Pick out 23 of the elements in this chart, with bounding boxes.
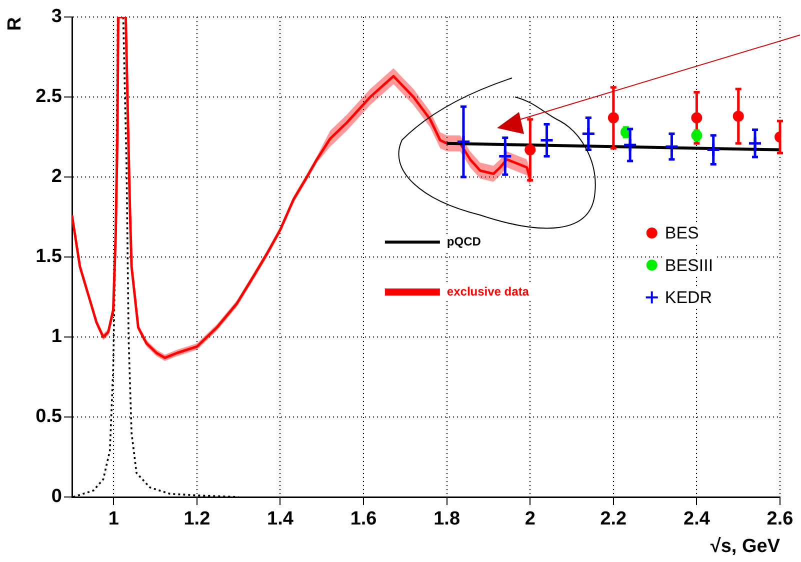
x-tick-label: 2.2 — [600, 508, 627, 530]
y-tick-label: 2 — [51, 166, 62, 188]
x-tick-label: 1.2 — [184, 508, 210, 530]
legend-label: KEDR — [664, 288, 712, 308]
y-tick-label: 2.5 — [36, 86, 62, 108]
legend-label: BES — [664, 224, 699, 243]
legend-label: BESIII — [664, 256, 714, 275]
y-tick-label: 1 — [51, 326, 62, 348]
x-tick-label: 1.6 — [350, 508, 377, 530]
y-tick-label: 0.5 — [36, 406, 62, 428]
x-tick-label: 2 — [524, 508, 536, 530]
y-axis-title: R — [4, 16, 26, 31]
x-tick-label: 1.8 — [434, 508, 460, 530]
x-tick-label: 1 — [108, 508, 120, 530]
x-tick-label: 2.4 — [683, 508, 710, 530]
y-tick-label: 3 — [51, 6, 62, 28]
y-tick-label: 1.5 — [36, 246, 62, 268]
y-tick-label: 0 — [51, 486, 62, 508]
legend-label: exclusive data — [446, 284, 530, 298]
x-tick-label: 2.6 — [766, 508, 794, 530]
x-axis-title: √s, GeV — [710, 536, 780, 557]
legend-label: pQCD — [446, 234, 482, 248]
x-tick-label: 1.4 — [267, 508, 294, 530]
